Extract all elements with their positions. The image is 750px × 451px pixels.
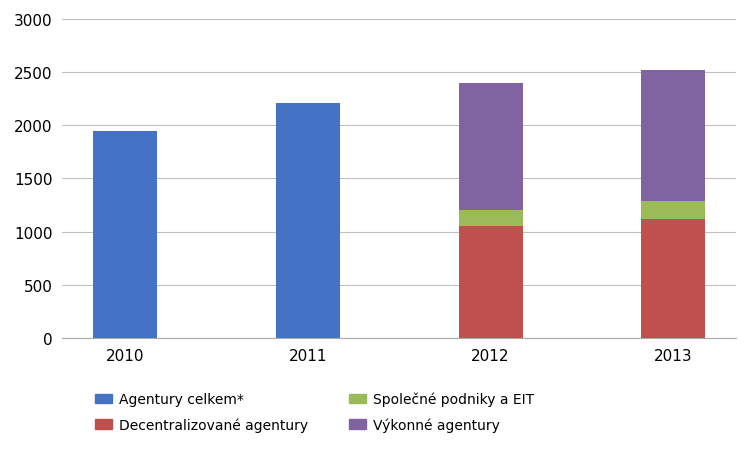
Bar xyxy=(641,202,706,219)
Bar xyxy=(458,226,523,338)
Bar xyxy=(641,71,706,202)
Bar xyxy=(93,131,157,338)
Bar xyxy=(276,104,340,338)
Legend: Agentury celkem*, Decentralizované agentury, Společné podniky a EIT, Výkonné age: Agentury celkem*, Decentralizované agent… xyxy=(89,387,540,437)
Bar xyxy=(641,219,706,338)
Bar xyxy=(458,83,523,210)
Bar xyxy=(458,210,523,226)
